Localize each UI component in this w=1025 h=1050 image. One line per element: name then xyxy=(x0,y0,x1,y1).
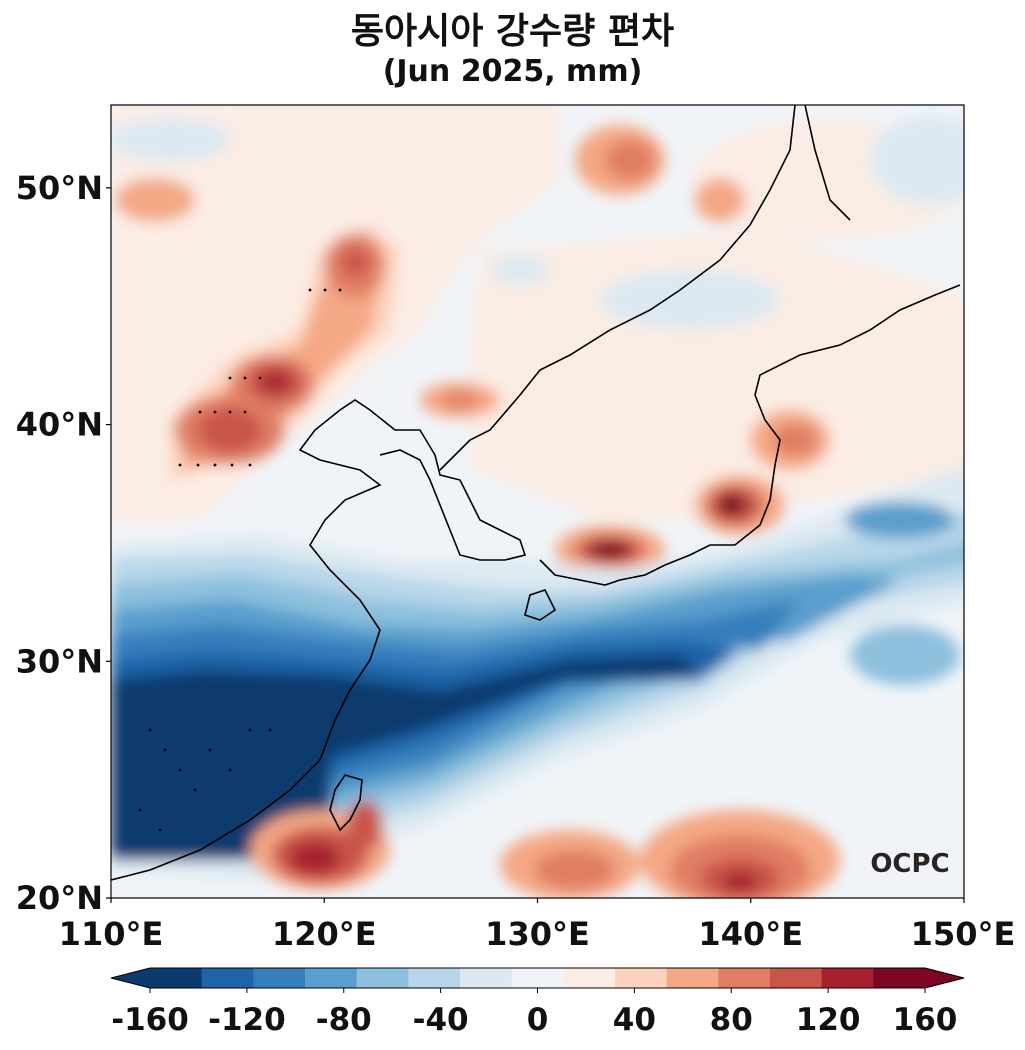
colorbar-swatch xyxy=(666,968,719,988)
precip-field xyxy=(111,105,964,898)
colorbar-tick-label: -40 xyxy=(413,1002,469,1038)
lat-axis: 50°N 40°N 30°N 20°N xyxy=(16,169,111,917)
lon-tick-label: 130°E xyxy=(485,915,590,953)
lat-tick-label: 30°N xyxy=(16,642,103,680)
colorbar: -160 -120 -80 -40 0 40 80 120 160 xyxy=(110,967,965,1038)
colorbar-swatch xyxy=(511,968,564,988)
colorbar-tick-label: 40 xyxy=(613,1002,656,1038)
lon-tick-label: 150°E xyxy=(911,915,1016,953)
colorbar-tick-label: 160 xyxy=(893,1002,958,1038)
lon-axis: 110°E 120°E 130°E 140°E 150°E xyxy=(59,898,1016,953)
colorbar-swatch xyxy=(408,968,461,988)
colorbar-swatch xyxy=(563,968,616,988)
colorbar-swatch xyxy=(718,968,771,988)
lon-tick-label: 120°E xyxy=(272,915,377,953)
colorbar-swatch xyxy=(253,968,306,988)
colorbar-tick-label: 80 xyxy=(710,1002,753,1038)
colorbar-swatch xyxy=(460,968,513,988)
colorbar-swatch xyxy=(150,968,203,988)
colorbar-tick-label: -80 xyxy=(316,1002,372,1038)
map-subtitle: (Jun 2025, mm) xyxy=(382,54,643,89)
colorbar-tick-label: -120 xyxy=(208,1002,286,1038)
colorbar-tick-label: 120 xyxy=(796,1002,861,1038)
colorbar-tick-label: 0 xyxy=(527,1002,549,1038)
colorbar-swatch xyxy=(201,968,254,988)
colorbar-swatch xyxy=(821,968,874,988)
colorbar-tick-label: -160 xyxy=(111,1002,189,1038)
lat-tick-label: 40°N xyxy=(16,406,103,444)
colorbar-over-arrow xyxy=(925,968,964,988)
ocpc-logo: OCPC xyxy=(870,849,949,879)
colorbar-swatch xyxy=(305,968,358,988)
lat-tick-label: 50°N xyxy=(16,169,103,207)
coastline xyxy=(111,105,961,881)
colorbar-swatch xyxy=(770,968,823,988)
colorbar-swatch xyxy=(356,968,409,988)
significance-dots xyxy=(138,288,342,832)
colorbar-swatch xyxy=(615,968,668,988)
lon-tick-label: 110°E xyxy=(59,915,164,953)
lon-tick-label: 140°E xyxy=(698,915,803,953)
colorbar-under-arrow xyxy=(111,968,150,988)
lat-tick-label: 20°N xyxy=(16,879,103,917)
map-title: 동아시아 강수량 편차 xyxy=(350,11,675,52)
colorbar-swatch xyxy=(873,968,926,988)
